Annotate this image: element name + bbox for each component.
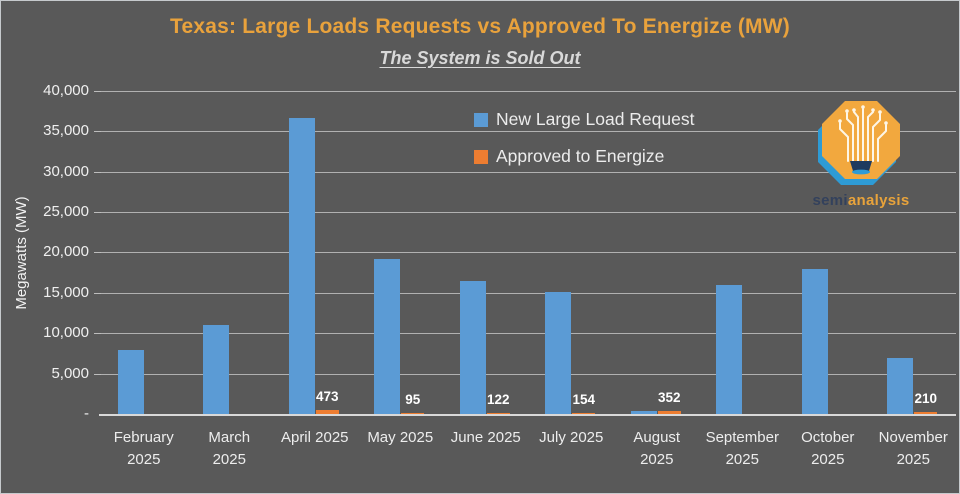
bar-new-large-load-request [716, 284, 743, 414]
chart-subtitle: The System is Sold Out [379, 48, 581, 68]
y-tick-label: 25,000 [43, 203, 89, 220]
y-tick-label: 40,000 [43, 81, 89, 99]
x-axis-label: November 2025 [878, 429, 948, 468]
bar-new-large-load-request [374, 258, 401, 414]
legend-label: New Large Load Request [496, 109, 695, 129]
x-axis-label: May 2025 [367, 429, 434, 446]
x-axis-label: August 2025 [633, 429, 681, 468]
bar-approved-to-energize [657, 411, 681, 414]
y-axis-tick [94, 252, 101, 254]
bar-value-label: 210 [914, 391, 938, 407]
y-tick-label: - [84, 405, 89, 422]
chart-title: Texas: Large Loads Requests vs Approved … [170, 15, 790, 38]
bar-approved-to-energize [401, 412, 425, 414]
bar-value-label: 352 [657, 390, 681, 406]
y-axis-tick [94, 171, 101, 173]
semianalysis-wordmark: semianalysis [807, 192, 915, 209]
legend-label: Approved to Energize [496, 146, 665, 166]
y-axis-tick [94, 131, 101, 133]
gridline [101, 171, 956, 173]
bar-approved-to-energize [315, 410, 339, 414]
y-tick-label: 35,000 [43, 122, 89, 140]
y-tick-label: 20,000 [43, 243, 89, 261]
legend-item-new-large-load-request: New Large Load Request [474, 109, 694, 130]
x-axis-label: October 2025 [801, 429, 855, 468]
wordmark-semi: semi [812, 192, 848, 209]
bar-new-large-load-request [545, 291, 572, 414]
x-axis-label: February 2025 [113, 429, 174, 468]
bar-value-label: 122 [486, 391, 510, 407]
bar-new-large-load-request [887, 358, 914, 414]
bar-new-large-load-request [203, 325, 230, 414]
bar-new-large-load-request [117, 350, 144, 414]
x-axis-label: April 2025 [280, 429, 349, 446]
legend-item-approved-to-energize: Approved to Energize [474, 146, 664, 167]
bar-approved-to-energize [914, 412, 938, 414]
gridline [101, 333, 956, 335]
wordmark-analysis: analysis [847, 192, 910, 209]
y-axis-tick [94, 212, 101, 213]
legend-swatch-orange-icon [474, 149, 488, 164]
bar-value-label: 473 [315, 389, 339, 405]
x-axis-label: September 2025 [705, 429, 779, 468]
bar-approved-to-energize [486, 412, 510, 414]
gridline [101, 292, 956, 294]
semianalysis-logo: semianalysis [807, 99, 915, 209]
bar-new-large-load-request [459, 280, 486, 414]
gridline [101, 131, 956, 133]
y-axis-tick [94, 373, 101, 375]
bar-new-large-load-request [801, 268, 828, 414]
y-tick-label: 10,000 [43, 324, 89, 342]
y-tick-label: 5,000 [51, 364, 89, 382]
y-tick-label: 30,000 [43, 162, 89, 180]
x-axis-label: June 2025 [450, 429, 521, 446]
gridline [101, 373, 956, 375]
legend-swatch-blue-icon [474, 112, 488, 127]
gridline [101, 252, 956, 254]
bar-new-large-load-request [630, 410, 657, 414]
y-axis-tick [94, 90, 101, 92]
x-axis-label: July 2025 [539, 429, 604, 446]
bar-approved-to-energize [572, 412, 596, 414]
semianalysis-logo-icon [818, 101, 900, 185]
y-tick-label: 15,000 [43, 283, 89, 301]
x-axis-line [99, 414, 956, 416]
bar-value-label: 95 [405, 391, 421, 407]
gridline [101, 212, 956, 213]
bar-new-large-load-request [288, 118, 315, 414]
x-axis-label: March 2025 [208, 429, 251, 468]
bar-value-label: 154 [572, 391, 596, 407]
y-axis-tick [94, 333, 101, 335]
gridline [101, 90, 956, 92]
y-axis-tick [94, 292, 101, 294]
